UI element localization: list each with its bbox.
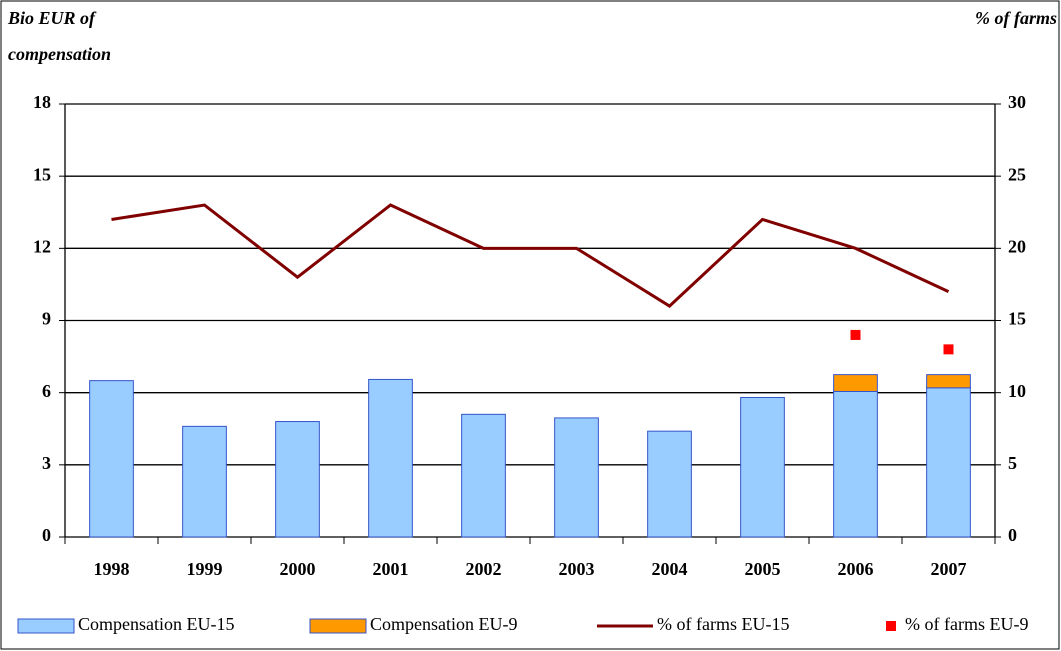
legend-label: % of farms EU-9 <box>905 614 1028 634</box>
y2-tick-label: 15 <box>1008 309 1026 329</box>
bar <box>833 374 878 392</box>
legend-swatch <box>886 621 896 631</box>
legend-label: Compensation EU-9 <box>370 614 517 634</box>
point <box>943 344 954 355</box>
y-axis-label: compensation <box>8 44 111 64</box>
legend-swatch <box>309 618 367 634</box>
y2-axis-label: % of farms <box>975 8 1057 28</box>
bar <box>554 417 599 538</box>
y2-tick-label: 10 <box>1008 381 1026 401</box>
bar <box>182 425 227 538</box>
y-tick-label: 6 <box>42 381 51 401</box>
x-tick-label: 2001 <box>373 559 409 579</box>
x-tick-label: 1999 <box>187 559 223 579</box>
y2-tick-label: 5 <box>1008 453 1017 473</box>
y2-tick-label: 30 <box>1008 92 1026 112</box>
x-tick-label: 2002 <box>466 559 502 579</box>
y-axis-label: Bio EUR of <box>7 8 97 28</box>
x-tick-label: 2006 <box>838 559 874 579</box>
y2-tick-label: 25 <box>1008 164 1026 184</box>
x-tick-label: 1998 <box>94 559 130 579</box>
bar <box>275 421 320 538</box>
x-tick-label: 2003 <box>559 559 595 579</box>
y-tick-label: 3 <box>42 453 51 473</box>
bar <box>926 387 971 538</box>
y-tick-label: 12 <box>33 236 51 256</box>
bar <box>461 413 506 538</box>
x-tick-label: 2007 <box>931 559 967 579</box>
x-tick-label: 2005 <box>745 559 781 579</box>
y-tick-label: 18 <box>33 92 51 112</box>
legend-label: % of farms EU-15 <box>657 614 789 634</box>
legend-label: Compensation EU-15 <box>78 614 234 634</box>
y-tick-label: 9 <box>42 309 51 329</box>
bar <box>833 390 878 538</box>
line <box>111 203 950 308</box>
point <box>850 329 861 340</box>
bar <box>740 396 785 538</box>
y-tick-label: 15 <box>33 164 51 184</box>
x-tick-label: 2000 <box>280 559 316 579</box>
bar <box>926 374 971 389</box>
y2-tick-label: 0 <box>1008 525 1017 545</box>
x-tick-label: 2004 <box>652 559 688 579</box>
legend-swatch <box>17 618 75 634</box>
bar <box>647 430 692 538</box>
y2-tick-label: 20 <box>1008 236 1026 256</box>
y-tick-label: 0 <box>42 525 51 545</box>
bar <box>89 380 134 538</box>
bar <box>368 378 413 538</box>
